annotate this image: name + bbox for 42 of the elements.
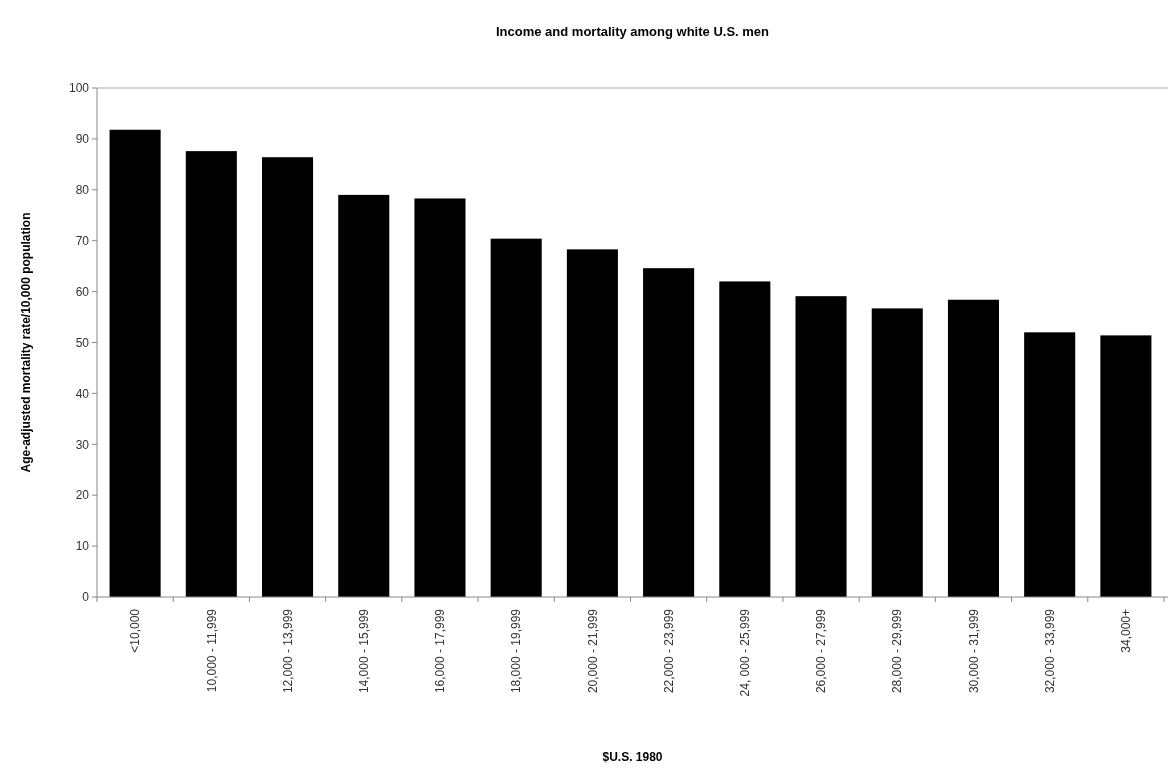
y-tick-label: 60 (75, 284, 90, 299)
y-tick-label: 90 (75, 132, 90, 147)
y-tick-label: 20 (75, 488, 90, 503)
y-tick-label: 80 (75, 183, 90, 197)
bar (871, 308, 923, 597)
x-axis-title: $U.S. 1980 (602, 750, 663, 764)
bar (338, 194, 390, 597)
y-tick-label: 40 (75, 386, 90, 401)
chart-title: Income and mortality among white U.S. men (495, 24, 770, 39)
x-tick-label: 10,000 - 11,999 (204, 608, 219, 693)
x-tick-label: 14,000 - 15,999 (356, 608, 371, 694)
bar (262, 157, 314, 597)
y-tick-label: 10 (75, 539, 90, 554)
bar (490, 238, 542, 597)
bar (414, 198, 466, 597)
x-tick-label: 18,000 - 19,999 (509, 608, 524, 694)
bar (719, 281, 771, 597)
x-tick-label: 24, 000 - 25,999 (738, 608, 753, 697)
bar (109, 129, 161, 597)
bar (947, 299, 999, 597)
bar (1100, 335, 1152, 597)
x-tick-label: 34,000+ (1119, 609, 1134, 653)
x-tick-label: 26,000 - 27,999 (814, 608, 829, 694)
y-tick-label: 100 (68, 81, 90, 96)
x-tick-label: 12,000 - 13,999 (280, 608, 295, 694)
bar (185, 151, 237, 597)
x-tick-label: <10,000 (128, 608, 143, 653)
x-tick-label: 16,000 - 17,999 (433, 608, 448, 694)
x-tick-label: 30,000 - 31,999 (966, 608, 981, 694)
bar (643, 268, 695, 597)
bar (1024, 332, 1076, 597)
y-tick-label: 70 (75, 233, 90, 248)
x-tick-label: 22,000 - 23,999 (661, 608, 676, 694)
y-tick-label: 0 (82, 590, 90, 605)
y-tick-label: 50 (75, 335, 90, 350)
bar (566, 249, 618, 597)
x-tick-label: 28,000 - 29,999 (890, 608, 905, 694)
bar (795, 296, 847, 597)
y-tick-label: 30 (75, 437, 90, 452)
x-tick-label: 32,000 - 33,999 (1042, 608, 1057, 694)
x-tick-label: 20,000 - 21,999 (585, 608, 600, 694)
y-axis-title: Age-adjusted mortality rate/10,000 population (19, 212, 33, 473)
